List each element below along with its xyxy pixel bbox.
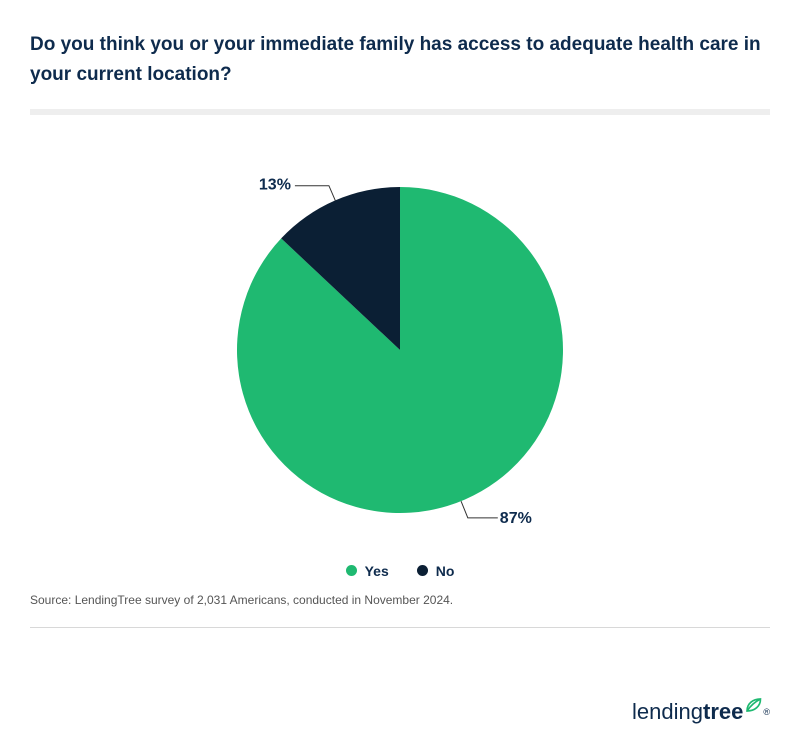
legend-swatch <box>346 565 357 576</box>
legend-item-no: No <box>417 563 455 579</box>
logo-text: lendingtree <box>632 699 743 725</box>
brand-logo: lendingtree ® <box>632 696 770 728</box>
source-text: Source: LendingTree survey of 2,031 Amer… <box>30 593 770 607</box>
legend-label: Yes <box>365 563 389 579</box>
leader-yes <box>461 501 498 518</box>
pie-svg: 87% 13% <box>30 115 770 555</box>
label-yes: 87% <box>500 510 532 527</box>
pie-chart: 87% 13% <box>30 115 770 555</box>
page: Do you think you or your immediate famil… <box>0 0 800 746</box>
leaf-icon <box>744 696 762 714</box>
registered-mark: ® <box>763 707 770 717</box>
leader-no <box>295 186 335 201</box>
chart-title: Do you think you or your immediate famil… <box>30 30 770 91</box>
legend: Yes No <box>30 563 770 579</box>
bottom-rule <box>30 627 770 628</box>
legend-label: No <box>436 563 455 579</box>
logo-bold: tree <box>703 699 743 724</box>
label-no: 13% <box>259 177 291 194</box>
legend-item-yes: Yes <box>346 563 389 579</box>
legend-swatch <box>417 565 428 576</box>
logo-thin: lending <box>632 699 703 724</box>
